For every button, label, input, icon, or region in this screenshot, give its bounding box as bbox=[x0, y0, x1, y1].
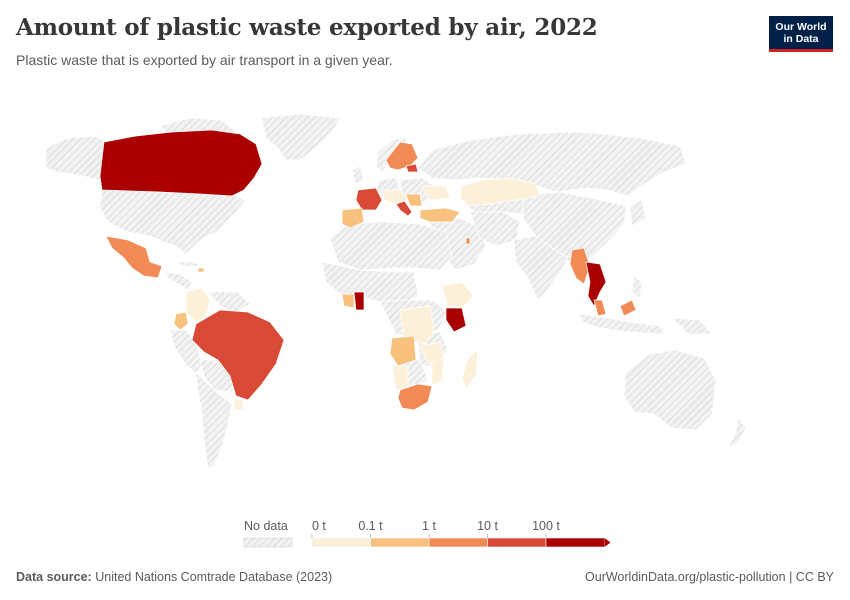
country-uk[interactable] bbox=[351, 165, 365, 185]
chart-subtitle: Plastic waste that is exported by air tr… bbox=[16, 52, 393, 68]
country-ethiopia[interactable] bbox=[441, 281, 475, 309]
legend-no-data-label: No data bbox=[244, 519, 288, 533]
legend-bin-label: 10 t bbox=[477, 519, 498, 533]
country-brazil[interactable] bbox=[191, 309, 285, 401]
legend-bin-label: 100 t bbox=[532, 519, 560, 533]
country-france[interactable] bbox=[355, 187, 383, 211]
footer-link: OurWorldinData.org/plastic-pollution | C… bbox=[585, 570, 834, 584]
footer-source: Data source: United Nations Comtrade Dat… bbox=[16, 570, 332, 584]
country-mexico[interactable] bbox=[105, 235, 163, 279]
country-venezuela-guianas[interactable] bbox=[207, 291, 251, 313]
country-balkans[interactable] bbox=[405, 193, 423, 207]
country-central-europe[interactable] bbox=[381, 189, 409, 205]
country-new-zealand[interactable] bbox=[727, 417, 747, 449]
legend-bin-swatch[interactable] bbox=[311, 537, 371, 548]
country-australia[interactable] bbox=[623, 349, 717, 431]
legend-bin-label: 1 t bbox=[422, 519, 436, 533]
country-dr-congo[interactable] bbox=[399, 305, 435, 345]
country-new-guinea[interactable] bbox=[671, 317, 713, 335]
country-kenya[interactable] bbox=[445, 307, 467, 333]
country-ukraine[interactable] bbox=[421, 185, 451, 201]
legend-bin-swatch[interactable] bbox=[428, 537, 488, 548]
country-colombia[interactable] bbox=[185, 287, 211, 323]
legend-arrow-icon bbox=[604, 538, 611, 547]
country-malaysia[interactable] bbox=[593, 299, 607, 317]
source-text: United Nations Comtrade Database (2023) bbox=[95, 570, 333, 584]
legend-bin-label: 0 t bbox=[312, 519, 326, 533]
world-map bbox=[45, 113, 747, 469]
country-japan[interactable] bbox=[629, 199, 647, 227]
country-philippines[interactable] bbox=[631, 275, 643, 299]
country-spain[interactable] bbox=[341, 207, 365, 229]
license-link[interactable]: CC BY bbox=[795, 570, 834, 584]
legend-bin-swatch[interactable] bbox=[545, 537, 605, 548]
country-angola[interactable] bbox=[389, 335, 417, 367]
country-madagascar[interactable] bbox=[461, 349, 479, 389]
country-uruguay[interactable] bbox=[233, 399, 245, 411]
map-legend: No data 0 t 0.1 t 1 t 10 t 100 t bbox=[243, 519, 611, 548]
country-myanmar[interactable] bbox=[569, 247, 591, 285]
legend-bin-swatch[interactable] bbox=[370, 537, 430, 548]
country-namibia[interactable] bbox=[391, 365, 409, 391]
country-russia[interactable] bbox=[417, 131, 687, 197]
country-baltic[interactable] bbox=[405, 163, 419, 173]
logo-line-2: in Data bbox=[783, 33, 819, 45]
country-peru[interactable] bbox=[169, 329, 203, 375]
country-ivory-coast[interactable] bbox=[341, 293, 355, 309]
country-india[interactable] bbox=[513, 235, 569, 301]
country-usa[interactable] bbox=[99, 189, 247, 255]
country-canada[interactable] bbox=[99, 129, 263, 197]
country-sweden[interactable] bbox=[385, 141, 419, 171]
country-turkey[interactable] bbox=[419, 207, 461, 223]
country-dominican[interactable] bbox=[197, 267, 205, 273]
chart-title: Amount of plastic waste exported by air,… bbox=[16, 14, 598, 41]
country-ecuador[interactable] bbox=[173, 311, 189, 331]
source-label: Data source: bbox=[16, 570, 92, 584]
country-indonesia[interactable] bbox=[579, 313, 665, 335]
country-cuba[interactable] bbox=[174, 261, 202, 267]
country-kazakhstan[interactable] bbox=[459, 177, 541, 207]
country-china[interactable] bbox=[521, 191, 627, 263]
country-chile-argentina[interactable] bbox=[195, 371, 233, 469]
plastic-pollution-link[interactable]: OurWorldinData.org/plastic-pollution bbox=[585, 570, 786, 584]
country-thailand[interactable] bbox=[585, 261, 607, 307]
data-countries bbox=[99, 129, 637, 411]
country-mozambique[interactable] bbox=[431, 357, 445, 387]
country-jordan[interactable] bbox=[465, 237, 471, 245]
country-malaysia-borneo[interactable] bbox=[619, 299, 637, 317]
logo-line-1: Our World bbox=[775, 21, 827, 33]
country-central-america[interactable] bbox=[165, 271, 193, 291]
country-north-africa[interactable] bbox=[329, 221, 453, 271]
owid-logo[interactable]: Our World in Data bbox=[769, 16, 833, 52]
country-greenland[interactable] bbox=[261, 113, 341, 161]
legend-bin-label: 0.1 t bbox=[358, 519, 383, 533]
country-south-africa[interactable] bbox=[397, 383, 433, 411]
footer-separator: | bbox=[789, 570, 796, 584]
country-ghana[interactable] bbox=[353, 291, 365, 311]
legend-no-data-swatch bbox=[243, 537, 293, 548]
country-alaska[interactable] bbox=[45, 135, 109, 183]
legend-bins: 0 t 0.1 t 1 t 10 t 100 t bbox=[311, 519, 611, 548]
legend-bin-swatch[interactable] bbox=[487, 537, 547, 548]
